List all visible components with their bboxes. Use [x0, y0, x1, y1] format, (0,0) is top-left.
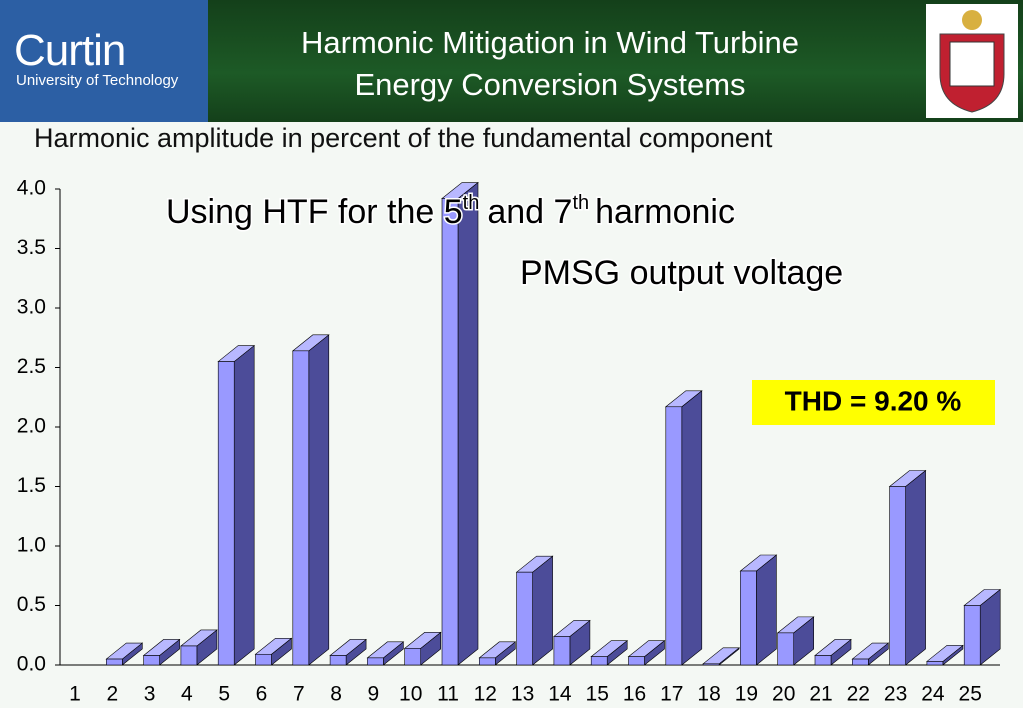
annotation-sup: th — [463, 192, 480, 214]
bar — [217, 361, 235, 666]
x-tick-label: 8 — [330, 683, 342, 706]
x-tick-label: 21 — [809, 683, 832, 706]
y-tick-label: 4.0 — [17, 177, 46, 200]
title-line: Energy Conversion Systems — [354, 67, 746, 102]
bar-side — [681, 390, 703, 666]
x-tick-label: 4 — [181, 683, 193, 706]
y-tick-label: 2.0 — [17, 415, 46, 438]
bar — [478, 657, 496, 666]
thd-label: THD = 9.20 % — [785, 385, 962, 416]
bar — [255, 653, 272, 666]
x-tick-label: 16 — [623, 683, 646, 706]
y-tick-label: 1.0 — [17, 534, 46, 557]
header: Curtin University of Technology Harmonic… — [0, 0, 1023, 122]
x-tick-label: 15 — [586, 683, 609, 706]
bar-side — [756, 554, 777, 666]
bar — [963, 605, 981, 666]
annotation: Using HTF for the 5th and 7th harmonic — [166, 192, 735, 231]
annotation-part: Using HTF for the 5 — [166, 193, 463, 231]
bar — [628, 656, 645, 666]
bar — [180, 645, 198, 666]
y-tick-label: 3.5 — [17, 236, 46, 259]
x-tick-label: 10 — [399, 683, 422, 706]
bar — [814, 655, 832, 666]
thd-box — [752, 380, 995, 425]
y-tick-label: 2.5 — [17, 355, 46, 378]
bar — [441, 198, 459, 666]
bar — [516, 571, 533, 666]
bar — [889, 486, 906, 666]
x-tick-label: 18 — [697, 683, 720, 706]
logo-sub: University of Technology — [16, 72, 179, 89]
x-tick-label: 13 — [511, 683, 534, 706]
annotation-part: harmonic — [595, 193, 735, 231]
x-tick-label: 5 — [218, 683, 230, 706]
bar — [143, 655, 160, 666]
crest-icon — [939, 10, 1005, 113]
x-tick-label: 11 — [437, 683, 459, 706]
y-tick-label: 3.0 — [17, 296, 46, 319]
y-tick-label: 0.0 — [17, 653, 46, 676]
x-tick-label: 23 — [884, 683, 907, 706]
bar — [665, 406, 683, 666]
bar — [926, 661, 944, 666]
x-tick-label: 7 — [293, 683, 305, 706]
bar-top — [702, 647, 740, 665]
title-line: Harmonic Mitigation in Wind Turbine — [301, 25, 799, 60]
logo-name: Curtin — [14, 26, 126, 75]
bar-side — [457, 181, 479, 666]
bar — [740, 570, 757, 666]
x-tick-label: 12 — [474, 683, 497, 706]
bar-side — [308, 334, 330, 666]
x-tick-label: 24 — [921, 683, 945, 706]
x-tick-label: 14 — [548, 683, 572, 706]
bar — [292, 350, 310, 666]
x-tick-label: 6 — [256, 683, 268, 706]
x-tick-label: 1 — [69, 683, 81, 706]
bar-side — [532, 555, 553, 666]
x-tick-label: 25 — [959, 683, 982, 706]
bar — [590, 656, 608, 666]
bar — [553, 636, 571, 666]
bar-side — [233, 344, 255, 666]
chart-title: Harmonic amplitude in percent of the fun… — [34, 123, 773, 153]
subtitle: PMSG output voltage — [520, 254, 843, 292]
crest — [926, 4, 1018, 118]
bar-side — [905, 469, 926, 666]
x-tick-label: 22 — [847, 683, 870, 706]
x-tick-label: 9 — [368, 683, 380, 706]
chart: Harmonic amplitude in percent of the fun… — [17, 123, 1002, 706]
y-tick-label: 1.5 — [17, 474, 46, 497]
slide-title: Harmonic Mitigation in Wind Turbine Ener… — [210, 22, 890, 106]
x-tick-label: 20 — [772, 683, 795, 706]
annotation-sup: th — [572, 192, 589, 214]
bar — [777, 632, 795, 666]
bar — [329, 655, 347, 666]
x-tick-label: 2 — [106, 683, 118, 706]
bar — [404, 648, 422, 666]
x-tick-label: 3 — [144, 683, 156, 706]
x-tick-label: 19 — [735, 683, 758, 706]
bar — [106, 658, 123, 666]
x-tick-label: 17 — [660, 683, 683, 706]
bar — [367, 657, 384, 666]
y-tick-label: 0.5 — [17, 593, 46, 616]
annotation-part: and 7 — [487, 193, 572, 231]
bar — [851, 658, 869, 666]
logo: Curtin University of Technology — [0, 0, 208, 122]
bar — [702, 663, 720, 666]
